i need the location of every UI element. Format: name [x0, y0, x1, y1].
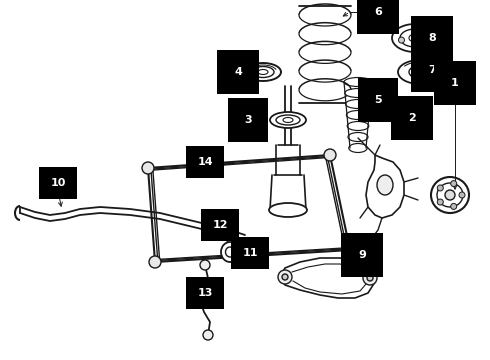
Circle shape — [437, 185, 443, 191]
Ellipse shape — [270, 112, 306, 128]
Circle shape — [282, 274, 288, 280]
Circle shape — [451, 203, 457, 210]
Ellipse shape — [377, 175, 393, 195]
Ellipse shape — [245, 63, 281, 81]
Text: 13: 13 — [197, 288, 213, 298]
Ellipse shape — [346, 111, 369, 120]
Circle shape — [367, 275, 373, 281]
Circle shape — [149, 256, 161, 268]
Ellipse shape — [345, 99, 370, 108]
Circle shape — [203, 330, 213, 340]
Ellipse shape — [221, 242, 239, 262]
Text: 9: 9 — [358, 250, 366, 260]
Text: 10: 10 — [50, 178, 66, 188]
Text: 5: 5 — [374, 95, 382, 105]
Text: 1: 1 — [451, 78, 459, 88]
Circle shape — [422, 41, 428, 47]
Circle shape — [200, 260, 210, 270]
Ellipse shape — [269, 203, 307, 217]
Circle shape — [459, 192, 465, 198]
Ellipse shape — [398, 60, 442, 84]
Ellipse shape — [445, 190, 455, 200]
Ellipse shape — [347, 122, 369, 131]
Circle shape — [142, 162, 154, 174]
Text: 12: 12 — [212, 220, 228, 230]
Ellipse shape — [348, 132, 368, 141]
Circle shape — [363, 271, 377, 285]
Text: 6: 6 — [374, 7, 382, 17]
Text: 4: 4 — [234, 67, 242, 77]
Polygon shape — [280, 258, 375, 298]
Text: 3: 3 — [244, 115, 252, 125]
Circle shape — [437, 199, 443, 205]
Ellipse shape — [349, 144, 367, 153]
Circle shape — [278, 270, 292, 284]
Circle shape — [344, 244, 356, 256]
Ellipse shape — [344, 77, 372, 86]
Circle shape — [451, 181, 457, 186]
Circle shape — [416, 27, 421, 33]
Text: 8: 8 — [428, 33, 436, 43]
Text: 7: 7 — [428, 65, 436, 75]
Ellipse shape — [392, 24, 438, 52]
Text: 14: 14 — [197, 157, 213, 167]
Polygon shape — [366, 155, 404, 218]
Ellipse shape — [431, 177, 469, 213]
Text: 11: 11 — [242, 248, 258, 258]
Circle shape — [324, 149, 336, 161]
Ellipse shape — [345, 89, 371, 98]
Circle shape — [398, 37, 404, 43]
Text: 2: 2 — [408, 113, 416, 123]
